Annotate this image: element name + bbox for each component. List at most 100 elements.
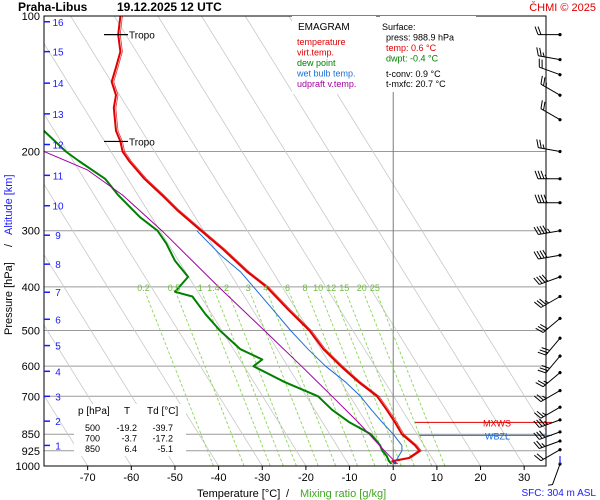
pressure-tick-label: 600 bbox=[22, 361, 40, 373]
wind-barb bbox=[536, 139, 562, 154]
temp-tick-label: 10 bbox=[431, 472, 443, 484]
mixing-ratio-label: 6 bbox=[285, 283, 290, 293]
copyright-text: ČHMI © 2025 bbox=[529, 1, 596, 14]
wind-barb bbox=[534, 448, 562, 462]
mixing-ratio-label: 25 bbox=[370, 283, 380, 293]
wind-barb-flag bbox=[539, 298, 547, 305]
data-table-box bbox=[74, 404, 186, 456]
surface-tmxfc: t-mxfc: 20.7 °C bbox=[386, 79, 446, 89]
skewed-isotherm bbox=[201, 16, 481, 466]
wind-barb-half bbox=[541, 443, 546, 447]
wind-barb-flag bbox=[537, 325, 546, 332]
wind-barb-flag bbox=[536, 453, 544, 460]
table-cell: 850 bbox=[85, 444, 100, 454]
wind-barb-flag bbox=[539, 250, 545, 259]
wind-barb bbox=[535, 316, 562, 333]
wind-barb-flag bbox=[537, 194, 542, 203]
tropopause-label: Tropo bbox=[129, 31, 155, 42]
wind-barb bbox=[533, 274, 562, 285]
wind-barb-staff bbox=[539, 276, 561, 285]
wind-barb bbox=[536, 47, 562, 62]
altitude-tick-label: 1 bbox=[55, 441, 61, 452]
mixing-ratio-line bbox=[376, 292, 446, 466]
altitude-tick-label: 11 bbox=[53, 171, 64, 182]
mixing-ratio-line bbox=[306, 292, 376, 466]
x-axis-label-2: Mixing ratio [g/kg] bbox=[300, 488, 386, 500]
wind-barb-flag bbox=[536, 139, 539, 148]
temp-tick-label: -40 bbox=[211, 472, 227, 484]
legend-title: EMAGRAM bbox=[298, 22, 350, 33]
wind-barb-flag bbox=[537, 380, 546, 386]
wind-barb-half bbox=[544, 420, 549, 425]
wind-barb-staff bbox=[538, 254, 561, 260]
mixing-ratio-line bbox=[201, 292, 271, 466]
datetime-title: 19.12.2025 12 UTC bbox=[117, 0, 222, 14]
surface-title: Surface: bbox=[382, 22, 416, 32]
legend-item: wet bulb temp. bbox=[296, 69, 356, 79]
wind-barb-flag bbox=[539, 47, 542, 57]
wind-barb-flag bbox=[541, 365, 550, 369]
y-axis-label-group: Pressure [hPa] / Altitude [km] bbox=[3, 174, 15, 335]
wind-barb-flag bbox=[541, 274, 549, 282]
wind-barb bbox=[534, 405, 562, 419]
mixing-ratio-label: 4 bbox=[263, 283, 268, 293]
wind-barb bbox=[534, 294, 562, 308]
wind-barb bbox=[533, 439, 562, 449]
mixing-ratio-line bbox=[249, 292, 319, 466]
table-cell: -19.2 bbox=[116, 423, 137, 433]
series-line-virt-temp bbox=[113, 16, 422, 465]
wind-barb-flag bbox=[534, 301, 542, 308]
wind-barb-flag bbox=[534, 454, 542, 462]
wind-barb-flag bbox=[534, 26, 539, 35]
wind-barb-staff bbox=[540, 390, 561, 403]
skewed-isotherm bbox=[44, 113, 263, 466]
altitude-tick-label: 2 bbox=[55, 417, 61, 428]
wind-barb-flag bbox=[537, 170, 542, 179]
mixing-ratio-line bbox=[289, 292, 358, 466]
series-line-dew-point bbox=[44, 129, 393, 465]
mixing-ratio-label: 0.5 bbox=[168, 283, 181, 293]
wind-barb-flag bbox=[533, 251, 539, 260]
altitude-tick-label: 12 bbox=[52, 141, 64, 152]
wind-barb-staff bbox=[545, 355, 561, 374]
pressure-tick-label: 1000 bbox=[16, 461, 40, 473]
mixing-ratio-label: 0.2 bbox=[137, 283, 150, 293]
wind-barb-staff bbox=[538, 147, 561, 152]
wind-barb-flag bbox=[536, 394, 544, 401]
table-header: p [hPa] bbox=[78, 406, 110, 417]
mixing-ratio-line bbox=[145, 292, 214, 466]
tropopause-label: Tropo bbox=[129, 137, 155, 148]
temp-tick-label: 20 bbox=[474, 472, 486, 484]
x-axis-sep: / bbox=[286, 488, 290, 500]
mixing-ratio-label: 2 bbox=[224, 283, 229, 293]
skewed-isotherm bbox=[113, 16, 394, 466]
wind-barb-half bbox=[543, 380, 548, 384]
wind-barb-flag bbox=[536, 440, 543, 448]
wind-barb-half bbox=[547, 228, 551, 233]
mixing-ratio-line bbox=[214, 292, 284, 466]
pressure-tick-label: 850 bbox=[22, 429, 40, 441]
mixing-ratio-label: 12 bbox=[326, 283, 336, 293]
temp-tick-label: -50 bbox=[167, 472, 183, 484]
altitude-tick-label: 10 bbox=[52, 202, 64, 213]
wind-barb-flag bbox=[536, 276, 543, 284]
wind-barb-staff bbox=[539, 419, 561, 428]
mixing-ratio-line bbox=[319, 292, 389, 466]
wind-barb-staff bbox=[540, 83, 561, 96]
wind-barb-half bbox=[542, 395, 547, 400]
skewed-isotherm bbox=[157, 16, 438, 466]
legend-box bbox=[292, 16, 376, 94]
mxws-label: MXWS bbox=[483, 418, 511, 428]
wind-barb-half bbox=[544, 174, 548, 180]
table-cell: -5.1 bbox=[157, 444, 173, 454]
wind-barb bbox=[534, 194, 562, 205]
wind-barb-staff bbox=[545, 337, 561, 356]
y-axis-label-sep: / bbox=[3, 243, 15, 247]
table-cell: 500 bbox=[85, 423, 100, 433]
mixing-ratio-label: 8 bbox=[303, 283, 308, 293]
x-axis-label: Temperature [°C] bbox=[197, 488, 280, 500]
wind-barb-flag bbox=[542, 249, 548, 258]
wind-barb-half bbox=[542, 52, 545, 57]
wind-barb-flag bbox=[539, 139, 542, 149]
